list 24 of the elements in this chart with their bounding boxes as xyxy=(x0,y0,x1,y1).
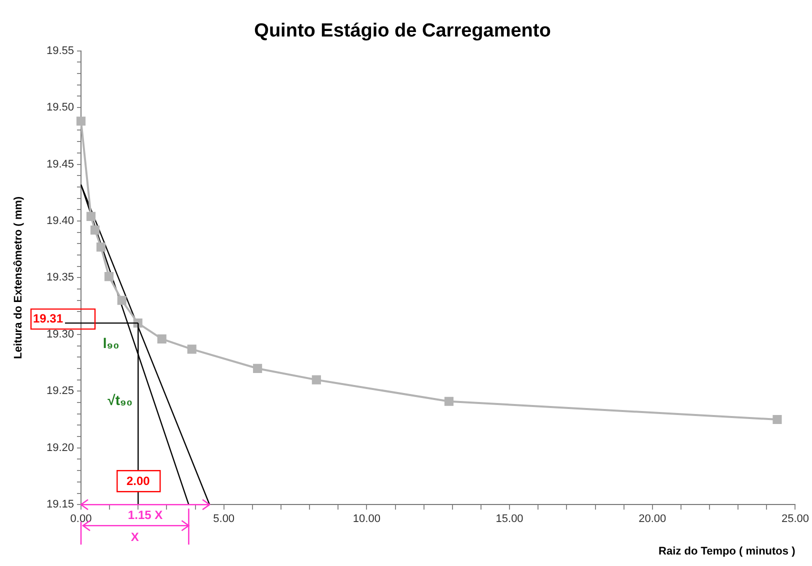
text: X xyxy=(130,530,139,544)
ref-line-label: 2.00 xyxy=(126,474,150,488)
x-tick-label: 0.00 xyxy=(70,513,92,526)
y-tick-label: 19.30 xyxy=(46,328,74,340)
y-axis-title: Leitura do Extensômetro ( mm) xyxy=(12,196,25,359)
annotation: √t₉₀ xyxy=(108,392,133,408)
text: 1.15 X xyxy=(128,508,163,522)
y-tick-label: 19.45 xyxy=(46,158,74,170)
y-tick-label: 19.25 xyxy=(46,385,74,398)
ref-line-label: 19.31 xyxy=(32,311,64,326)
y-tick-label: 19.20 xyxy=(46,442,74,454)
x-tick-label: 15.00 xyxy=(496,513,524,526)
y-tick-label: 19.50 xyxy=(46,102,74,114)
x-tick-label: 25.00 xyxy=(781,513,809,526)
y-tick-label: 19.55 xyxy=(46,44,74,57)
y-tick-label: 19.35 xyxy=(46,272,74,284)
annotation: l₉₀ xyxy=(102,335,120,352)
y-tick-label: 19.40 xyxy=(46,215,74,228)
y-tick-label: 19.15 xyxy=(46,498,74,511)
x-tick-label: 10.00 xyxy=(352,513,380,526)
chart-title: Quinto Estágio de Carregamento xyxy=(254,20,551,42)
x-tick-label: 5.00 xyxy=(213,513,235,526)
x-tick-label: 20.00 xyxy=(638,513,666,526)
x-axis-title: Raiz do Tempo ( minutos ) xyxy=(658,545,796,558)
